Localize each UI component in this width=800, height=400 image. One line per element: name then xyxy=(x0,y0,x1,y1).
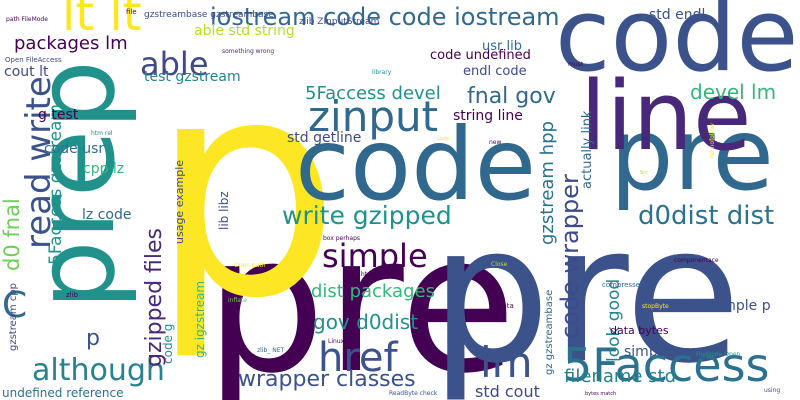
word-cloud-word: test gzstream xyxy=(144,69,241,85)
word-cloud-word: p xyxy=(150,15,341,364)
word-cloud-word: fnal gov xyxy=(467,84,556,109)
word-cloud-word: using xyxy=(764,387,781,394)
word-cloud-word: zlib xyxy=(66,291,79,299)
word-cloud-word: lm xyxy=(480,338,533,387)
word-cloud-word: d0 fnal xyxy=(0,198,24,271)
word-cloud-word: wrapper classes xyxy=(238,367,416,392)
word-cloud-word: Linux box xyxy=(328,338,357,345)
word-cloud-word: code undefined xyxy=(430,48,531,63)
word-cloud-word: FileMode Open xyxy=(696,351,741,358)
word-cloud-word: bytes match xyxy=(585,391,617,397)
word-cloud-word: 5Faccess gzstream xyxy=(46,103,66,265)
word-cloud-word: 5Faccess devel xyxy=(305,83,441,104)
word-cloud-word: dist packages xyxy=(311,281,435,302)
word-cloud-word: cpp lz xyxy=(83,161,125,177)
word-cloud-word: data bytes xyxy=(610,324,669,337)
word-cloud-word: undefined reference xyxy=(2,386,124,400)
word-cloud-word: gzstreambase gzstreambase xyxy=(144,10,274,20)
word-cloud-word: box perhaps xyxy=(323,235,361,242)
word-cloud-word: look good xyxy=(604,278,624,362)
word-cloud-word: packages lm xyxy=(14,33,128,54)
word-cloud-word: gzstream cpp xyxy=(8,282,19,351)
word-cloud-word: Close xyxy=(491,261,508,268)
word-cloud-word: gov d0dist xyxy=(313,310,419,334)
word-cloud-word: usr lib xyxy=(482,39,522,54)
word-cloud-word: std getline xyxy=(287,130,362,146)
word-cloud-word: actually link xyxy=(580,110,595,189)
word-cloud-word: line xyxy=(580,62,752,172)
word-cloud-word: lib libz xyxy=(217,191,231,230)
word-cloud-word: Open path xyxy=(234,262,266,269)
word-cloud-word: endl code xyxy=(463,64,527,79)
word-cloud-word: iostream code code iostream xyxy=(210,3,560,31)
word-cloud-word: lt lt xyxy=(62,0,142,42)
word-cloud-word: lz code xyxy=(82,207,132,223)
word-cloud-word: Src xyxy=(640,170,648,176)
word-cloud-word: zlib_ NET xyxy=(257,347,285,354)
word-cloud-word: simple xyxy=(322,237,428,275)
word-cloud-word: gz igzstream xyxy=(193,280,207,358)
word-cloud-word: able xyxy=(140,45,209,83)
word-cloud-word: inflate xyxy=(228,297,247,304)
word-cloud-word: code usr xyxy=(44,141,105,157)
word-cloud-word: something wrong xyxy=(222,48,275,55)
word-cloud-word: simple usage xyxy=(624,344,717,360)
word-cloud-word: std endl xyxy=(649,7,706,23)
word-cloud-word: gz gzstreambase xyxy=(544,289,555,375)
word-cloud-word: although xyxy=(32,353,165,388)
word-cloud-word: htm rel xyxy=(91,130,113,137)
word-cloud-word: data xyxy=(498,302,514,310)
word-cloud-word: href xyxy=(318,335,398,381)
word-cloud-word: new xyxy=(489,139,502,146)
word-cloud-word: zinput xyxy=(308,92,439,141)
word-cloud-word: example p xyxy=(697,298,771,314)
word-cloud-word: library xyxy=(372,69,392,76)
word-cloud-word: cout lt xyxy=(4,64,49,80)
word-cloud-word: 5Faccess xyxy=(563,338,770,392)
word-cloud-word: rel nofollow xyxy=(709,123,716,158)
word-cloud-word: componentace xyxy=(674,257,719,264)
word-cloud-word: path FileMode xyxy=(6,16,48,23)
word-cloud-word: write gzipped xyxy=(282,201,452,230)
word-cloud-word: NET htm xyxy=(347,271,373,278)
word-cloud-word: able std string xyxy=(194,23,295,39)
word-cloud-word: file xyxy=(126,8,137,16)
word-cloud-word: code xyxy=(295,106,537,223)
word-cloud-word: gzstream hpp xyxy=(537,121,558,245)
word-cloud-word: code wrapper xyxy=(556,174,584,339)
word-cloud-word: Open FileAccess xyxy=(5,56,62,64)
word-cloud-word: must xyxy=(568,61,584,68)
word-cloud-word: code xyxy=(437,136,450,142)
word-cloud-word: devel lm xyxy=(690,80,777,104)
word-cloud-word: ReadByte check xyxy=(389,390,438,397)
word-cloud-word: g test xyxy=(38,107,79,123)
word-cloud-word: pre xyxy=(205,194,517,400)
word-cloud-word: d0dist dist xyxy=(638,201,775,231)
word-cloud-word: zlib ZInputStream xyxy=(299,17,380,27)
word-cloud-word: pre xyxy=(610,96,774,213)
word-cloud-word: stopByte xyxy=(642,303,669,310)
word-cloud-word: usage example xyxy=(173,159,186,244)
word-cloud-word: p xyxy=(86,326,100,351)
word-cloud-word: pre xyxy=(430,184,742,400)
word-cloud-word: compressed xyxy=(602,281,645,289)
word-cloud-word: string line xyxy=(453,108,523,124)
word-cloud-word: C xyxy=(2,285,28,326)
word-cloud-word: code g xyxy=(161,323,175,364)
word-cloud-word: code xyxy=(555,0,799,94)
word-cloud-word: std cout xyxy=(475,382,540,400)
word-cloud-word: filename std xyxy=(564,366,677,387)
